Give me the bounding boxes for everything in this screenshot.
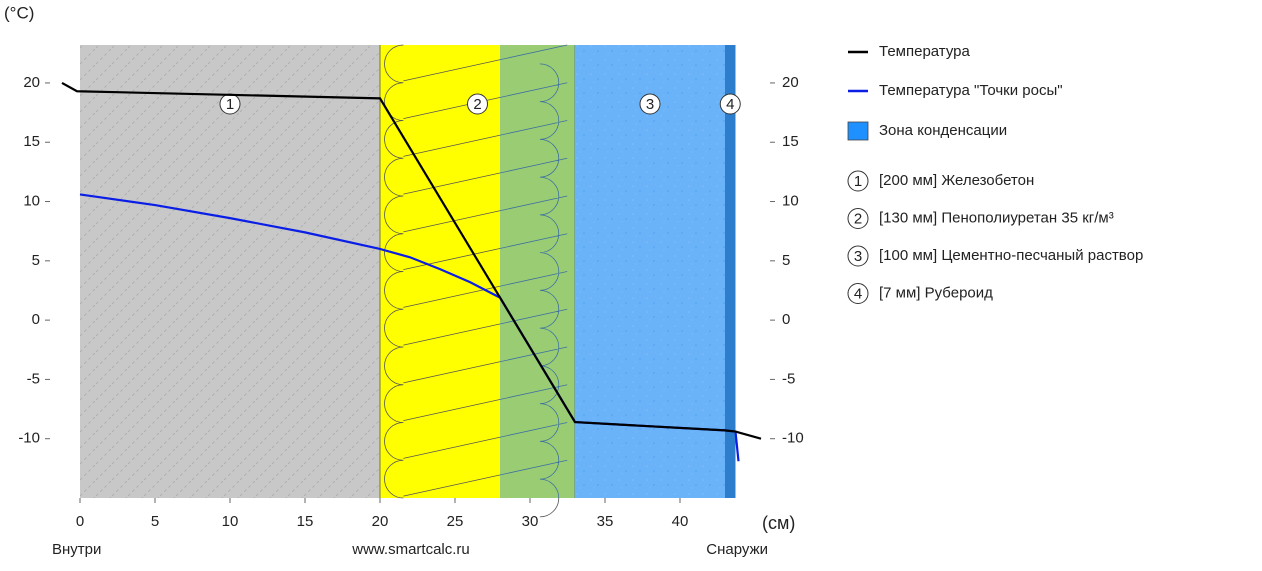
- foam-curves: [384, 44, 568, 518]
- layers: [80, 44, 736, 518]
- y2-tick-label: 5: [782, 252, 790, 269]
- y-unit: (°C): [4, 3, 34, 22]
- y2-tick-label: 10: [782, 193, 799, 210]
- y2-tick-label: -5: [782, 370, 795, 387]
- condensation-zone: [500, 45, 736, 498]
- x-tick-label: 35: [597, 513, 614, 530]
- x-tick-label: 0: [76, 513, 84, 530]
- legend-label: [7 мм] Рубероид: [879, 284, 993, 301]
- x-tick-label: 40: [672, 513, 689, 530]
- footer-left: Внутри: [52, 541, 101, 558]
- x-tick-label: 5: [151, 513, 159, 530]
- legend-badge-label: 2: [854, 210, 862, 227]
- legend-badge: [847, 170, 869, 192]
- y2-tick-label: 15: [782, 133, 799, 150]
- y-tick-label: 15: [23, 133, 40, 150]
- legend-label: [130 мм] Пенополиуретан 35 кг/м³: [879, 209, 1114, 226]
- y-tick-label: 0: [32, 311, 40, 328]
- legend-badge-label: 1: [854, 173, 862, 190]
- x-tick-label: 25: [447, 513, 464, 530]
- layer-badge: [639, 93, 661, 115]
- legend-badge-label: 4: [854, 285, 862, 302]
- x-tick-label: 15: [297, 513, 314, 530]
- legend-badge: [847, 283, 869, 304]
- footer-right: Снаружи: [706, 541, 768, 558]
- legend-badge: [847, 245, 869, 267]
- legend-swatch: [847, 121, 869, 141]
- layer-hatch: [80, 45, 380, 498]
- y-tick-label: 20: [23, 74, 40, 91]
- y-tick-label: -10: [18, 430, 40, 447]
- footer-center: www.smartcalc.ru: [351, 541, 470, 558]
- legend-label: [100 мм] Цементно-песчаный раствор: [879, 247, 1143, 264]
- x-unit: (см): [762, 513, 795, 533]
- series-line: [61, 81, 762, 440]
- legend-label: Зона конденсации: [879, 122, 1007, 139]
- y2-tick-label: -10: [782, 430, 804, 447]
- layer: [725, 45, 736, 498]
- layer: [380, 45, 575, 498]
- plot: 1 2 3 4 -10 -10 -5 -5 0 0 5 5 10 10 15 15 20 20 0 5 10 15 20 25…: [18, 43, 1143, 530]
- y-tick-label: -5: [27, 370, 40, 387]
- legend-label: Температура "Точки росы": [879, 82, 1063, 99]
- y2-tick-label: 20: [782, 74, 799, 91]
- legend-badge-label: 3: [854, 248, 862, 265]
- legend-badge: [847, 208, 869, 229]
- legend-label: [200 мм] Железобетон: [879, 172, 1034, 189]
- legend-label: Температура: [879, 43, 971, 60]
- layer-badge: [467, 93, 488, 115]
- y-tick-label: 5: [32, 252, 40, 269]
- layer-badge: [719, 93, 741, 115]
- layer-badge-label: 3: [646, 96, 654, 113]
- foam-waves: [384, 44, 568, 518]
- y2-tick-label: 0: [782, 311, 790, 328]
- x-tick-label: 20: [372, 513, 389, 530]
- layer-badge-label: 2: [473, 96, 481, 113]
- layer-badge-label: 4: [726, 96, 734, 113]
- layer-badge-label: 1: [226, 96, 234, 113]
- x-tick-label: 10: [222, 513, 239, 530]
- x-tick-label: 30: [522, 513, 539, 530]
- y-tick-label: 10: [23, 193, 40, 210]
